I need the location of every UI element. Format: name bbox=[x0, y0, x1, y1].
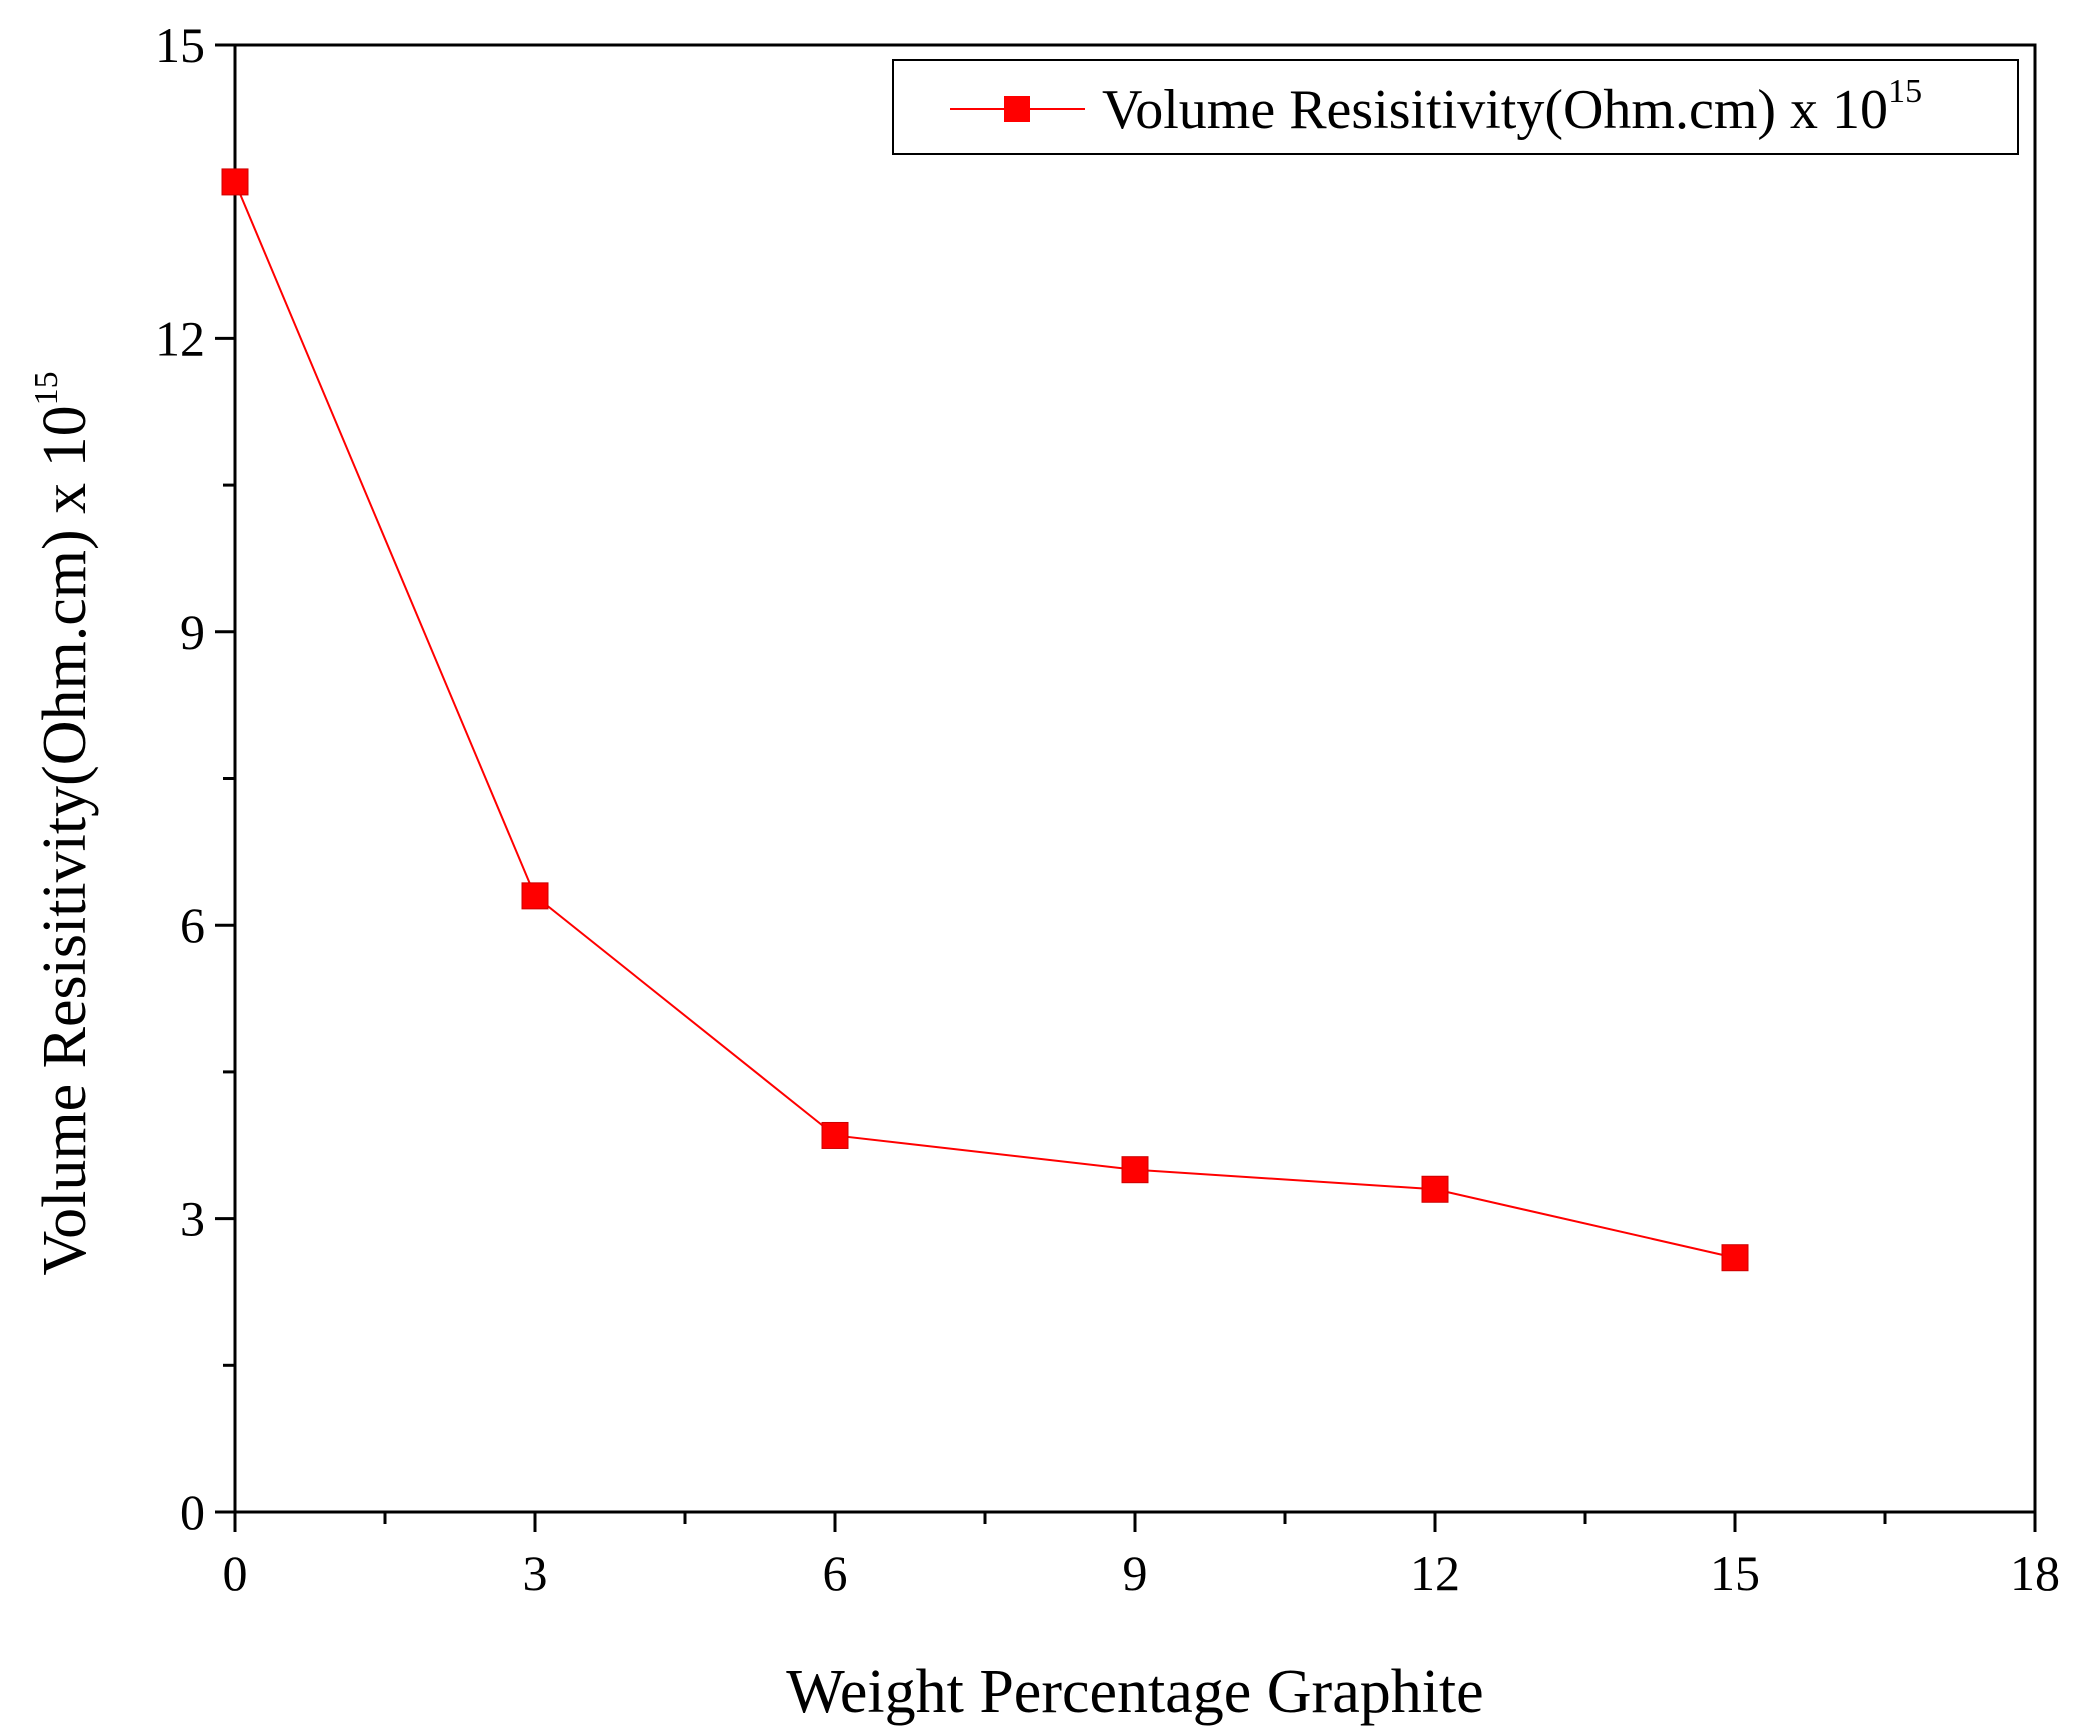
y-tick-label: 3 bbox=[180, 1191, 205, 1247]
legend-label: Volume Resisitivity(Ohm.cm) x 1015 bbox=[1102, 73, 1922, 141]
legend-marker-sample bbox=[1004, 96, 1030, 122]
data-point-marker bbox=[521, 882, 549, 910]
y-tick-label: 15 bbox=[155, 17, 205, 73]
x-tick-label: 3 bbox=[523, 1545, 548, 1601]
x-tick-label: 18 bbox=[2010, 1545, 2060, 1601]
y-axis-title-base: Volume Resisitivity(Ohm.cm) x 10 bbox=[31, 405, 99, 1275]
x-tick-label: 12 bbox=[1410, 1545, 1460, 1601]
legend-label-base: Volume Resisitivity(Ohm.cm) x 10 bbox=[1102, 79, 1888, 141]
axes bbox=[233, 43, 2037, 1514]
data-point-marker bbox=[1421, 1175, 1449, 1203]
legend-box bbox=[892, 59, 2019, 155]
data-point-marker bbox=[1121, 1156, 1149, 1184]
x-tick-label: 6 bbox=[823, 1545, 848, 1601]
y-tick-label: 0 bbox=[180, 1484, 205, 1540]
plot-frame bbox=[233, 43, 2037, 1514]
y-tick-label: 6 bbox=[180, 897, 205, 953]
ticks: 0 3 6 9 12 15 18 0 3 6 9 12 15 bbox=[155, 17, 2060, 1601]
data-point-marker bbox=[821, 1121, 849, 1149]
y-axis-title-exponent: 15 bbox=[28, 371, 65, 405]
y-axis-title: Volume Resisitivity(Ohm.cm) x 1015 bbox=[28, 371, 99, 1275]
x-tick-label: 9 bbox=[1123, 1545, 1148, 1601]
x-tick-label: 15 bbox=[1710, 1545, 1760, 1601]
y-tick-label: 9 bbox=[180, 604, 205, 660]
axis-titles: Weight Percentage Graphite Volume Resisit… bbox=[28, 371, 1484, 1726]
y-tick-label: 12 bbox=[155, 310, 205, 366]
x-axis-title: Weight Percentage Graphite bbox=[786, 1658, 1483, 1726]
legend: Volume Resisitivity(Ohm.cm) x 1015 bbox=[892, 59, 2019, 155]
data-series bbox=[221, 168, 1749, 1272]
data-point-marker bbox=[221, 168, 249, 196]
x-tick-label: 0 bbox=[223, 1545, 248, 1601]
legend-label-exponent: 15 bbox=[1888, 73, 1922, 110]
series-line bbox=[234, 181, 1736, 1259]
data-point-marker bbox=[1721, 1244, 1749, 1272]
